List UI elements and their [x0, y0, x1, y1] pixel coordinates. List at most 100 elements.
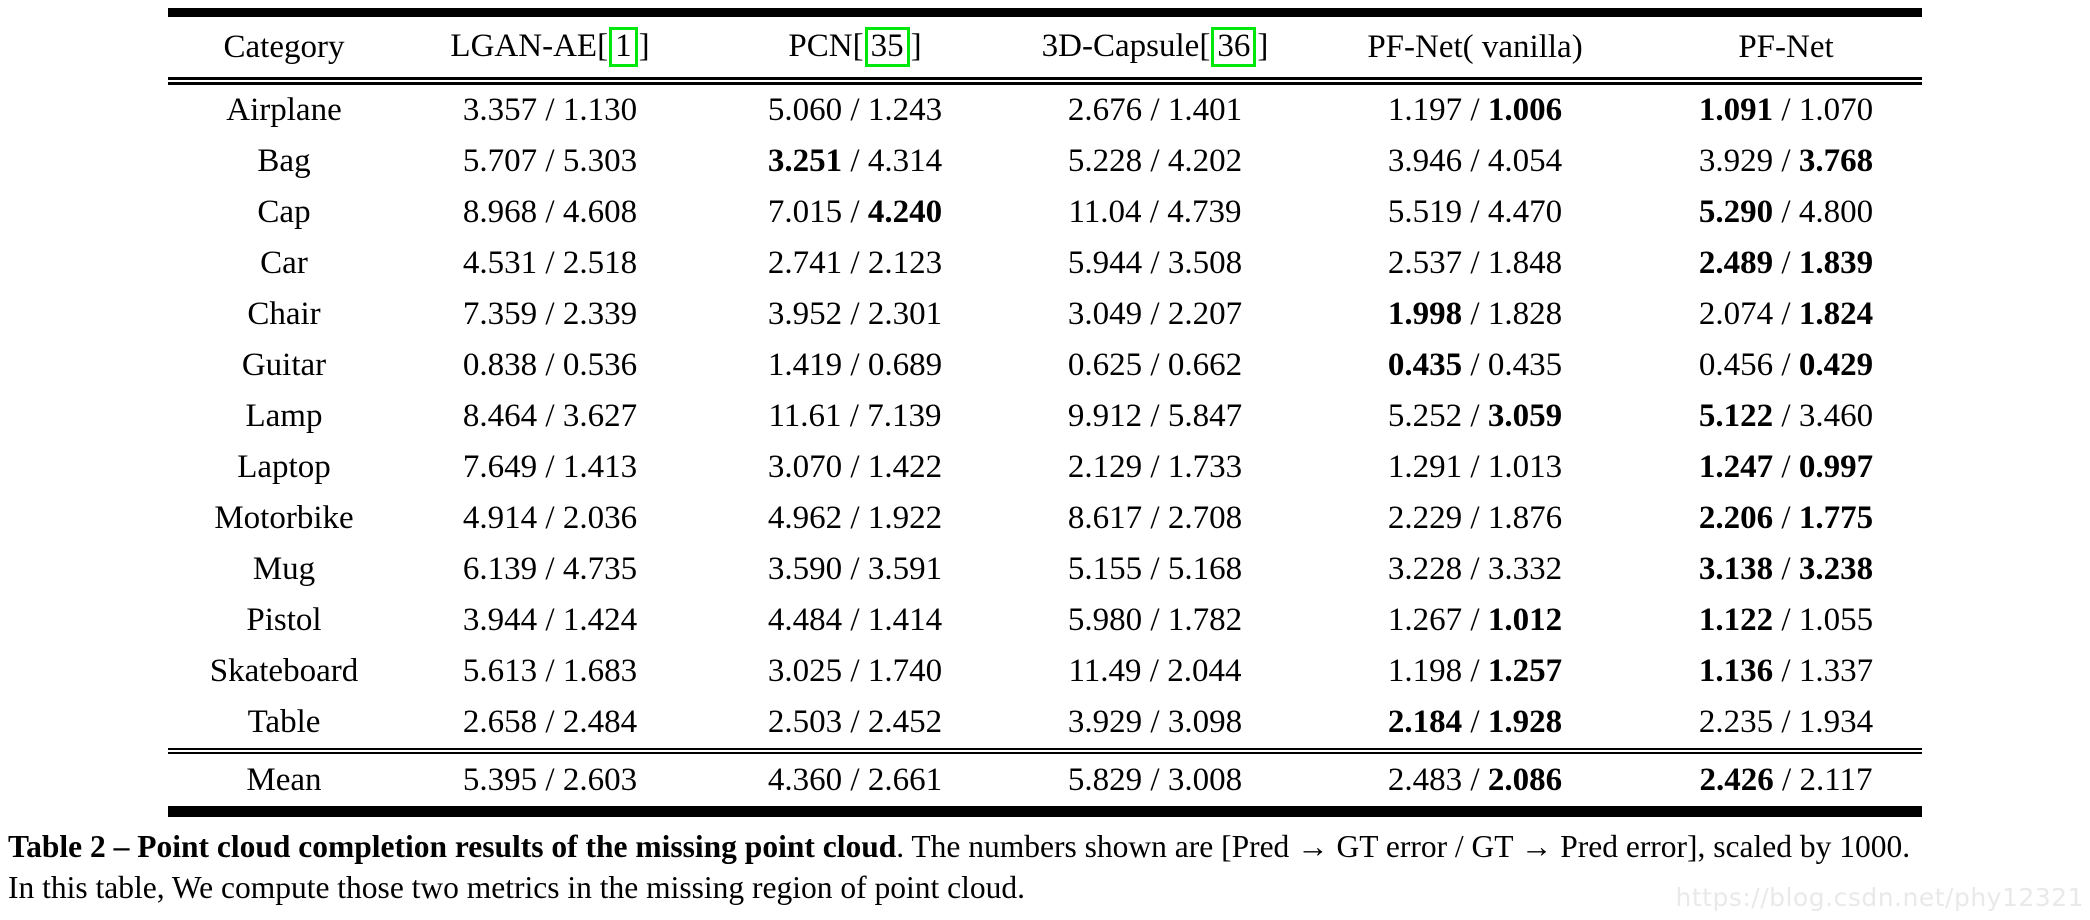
metric-cell: 6.139 / 4.735	[462, 551, 638, 587]
pred-to-gt-value: 0.625	[1067, 347, 1143, 383]
metric-cell: 2.676 / 1.401	[1067, 92, 1243, 128]
metric-cell: 7.649 / 1.413	[462, 449, 638, 485]
metric-cell: 7.015 / 4.240	[767, 194, 943, 230]
table-row-mean: Mean 5.395 / 2.603 4.360 / 2.661 5.829 / 3.…	[168, 748, 1922, 812]
pred-to-gt-value: 4.914	[462, 500, 538, 536]
metric-cell: 1.122 / 1.055	[1698, 602, 1874, 638]
metric-cell: 4.360 / 2.661	[700, 748, 1010, 812]
gt-to-pred-value: 3.460	[1798, 398, 1874, 434]
gt-to-pred-value: 3.098	[1167, 704, 1243, 740]
metric-cell: 2.503 / 2.452	[767, 704, 943, 740]
pred-to-gt-value: 4.531	[462, 245, 538, 281]
gt-to-pred-value: 4.314	[867, 143, 943, 179]
pred-to-gt-value: 5.228	[1067, 143, 1143, 179]
citation-link[interactable]: 35	[864, 26, 910, 68]
pred-to-gt-value: 5.980	[1067, 602, 1143, 638]
pred-to-gt-value: 5.613	[462, 653, 538, 689]
gt-to-pred-value: 2.339	[562, 296, 638, 332]
gt-to-pred-value: 3.332	[1487, 551, 1563, 587]
gt-to-pred-value: 0.429	[1798, 347, 1874, 383]
pred-to-gt-value: 5.829	[1067, 761, 1143, 798]
gt-to-pred-value: 1.337	[1798, 653, 1874, 689]
pred-to-gt-value: 3.357	[462, 92, 538, 128]
gt-to-pred-value: 2.484	[562, 704, 638, 740]
metric-cell: 3.251 / 4.314	[767, 143, 943, 179]
pred-to-gt-value: 0.456	[1698, 347, 1774, 383]
column-header: PCN[35]	[700, 12, 1010, 85]
gt-to-pred-value: 1.012	[1487, 602, 1563, 638]
gt-to-pred-value: 1.243	[867, 92, 943, 128]
metric-cell: 3.590 / 3.591	[767, 551, 943, 587]
gt-to-pred-value: 1.401	[1167, 92, 1243, 128]
metric-cell: 1.267 / 1.012	[1387, 602, 1563, 638]
row-category: Chair	[247, 296, 321, 332]
metric-cell: 1.136 / 1.337	[1698, 653, 1874, 689]
metric-cell: 5.228 / 4.202	[1067, 143, 1243, 179]
metric-cell: 2.741 / 2.123	[767, 245, 943, 281]
metric-cell: 0.456 / 0.429	[1698, 347, 1874, 383]
pred-to-gt-value: 5.290	[1698, 194, 1774, 230]
metric-cell: 5.613 / 1.683	[462, 653, 638, 689]
pred-to-gt-value: 3.228	[1387, 551, 1463, 587]
metric-cell: 5.155 / 5.168	[1067, 551, 1243, 587]
gt-to-pred-value: 1.782	[1167, 602, 1243, 638]
pred-to-gt-value: 8.968	[462, 194, 538, 230]
pred-to-gt-value: 3.929	[1067, 704, 1143, 740]
table-row: Mug 6.139 / 4.735 3.590 / 3.591 5.155 / 5.1…	[168, 544, 1922, 595]
gt-to-pred-value: 2.603	[562, 761, 638, 798]
table-row: Car 4.531 / 2.518 2.741 / 2.123 5.944 / 3.5…	[168, 238, 1922, 289]
table-row: Laptop 7.649 / 1.413 3.070 / 1.422 2.129 / …	[168, 442, 1922, 493]
metric-cell: 3.929 / 3.098	[1067, 704, 1243, 740]
gt-to-pred-value: 1.130	[562, 92, 638, 128]
row-category: Table	[247, 704, 321, 740]
metric-cell: 2.074 / 1.824	[1698, 296, 1874, 332]
table-row: Airplane 3.357 / 1.130 5.060 / 1.243 2.676 …	[168, 81, 1922, 136]
metric-cell: 2.483 / 2.086	[1300, 748, 1650, 812]
metric-cell: 8.968 / 4.608	[462, 194, 638, 230]
gt-to-pred-value: 2.661	[867, 761, 943, 798]
citation-link[interactable]: 1	[609, 26, 638, 68]
pred-to-gt-value: 5.519	[1387, 194, 1463, 230]
pred-to-gt-value: 3.590	[767, 551, 843, 587]
table-row: Cap 8.968 / 4.608 7.015 / 4.240 11.04 / 4.7…	[168, 187, 1922, 238]
pred-to-gt-value: 0.435	[1387, 347, 1463, 383]
table-row: Skateboard 5.613 / 1.683 3.025 / 1.740 11.4…	[168, 646, 1922, 697]
pred-to-gt-value: 1.197	[1387, 92, 1463, 128]
metric-cell: 2.184 / 1.928	[1387, 704, 1563, 740]
pred-to-gt-value: 7.015	[767, 194, 843, 230]
table-row: Chair 7.359 / 2.339 3.952 / 2.301 3.049 / 2…	[168, 289, 1922, 340]
metric-cell: 5.944 / 3.508	[1067, 245, 1243, 281]
row-category: Bag	[257, 143, 311, 179]
pred-to-gt-value: 1.198	[1387, 653, 1463, 689]
metric-cell: 1.197 / 1.006	[1387, 92, 1563, 128]
gt-to-pred-value: 2.708	[1167, 500, 1243, 536]
pred-to-gt-value: 1.136	[1698, 653, 1774, 689]
pred-to-gt-value: 1.291	[1387, 449, 1463, 485]
gt-to-pred-value: 2.207	[1167, 296, 1243, 332]
metric-cell: 1.247 / 0.997	[1698, 449, 1874, 485]
metric-cell: 3.944 / 1.424	[462, 602, 638, 638]
gt-to-pred-value: 0.997	[1798, 449, 1874, 485]
metric-cell: 4.914 / 2.036	[462, 500, 638, 536]
caption-text-2: In this table, We compute those two metr…	[8, 870, 1025, 905]
metric-cell: 5.980 / 1.782	[1067, 602, 1243, 638]
metric-cell: 0.435 / 0.435	[1387, 347, 1563, 383]
metric-cell: 11.49 / 2.044	[1068, 653, 1242, 689]
pred-to-gt-value: 3.070	[767, 449, 843, 485]
pred-to-gt-value: 2.129	[1067, 449, 1143, 485]
metric-cell: 1.198 / 1.257	[1387, 653, 1563, 689]
gt-to-pred-value: 3.508	[1167, 245, 1243, 281]
watermark: https://blog.csdn.net/phy12321	[1675, 883, 2084, 912]
pred-to-gt-value: 3.138	[1698, 551, 1774, 587]
table-row: Table 2.658 / 2.484 2.503 / 2.452 3.929 / 3…	[168, 697, 1922, 751]
citation-link[interactable]: 36	[1211, 26, 1257, 68]
pred-to-gt-value: 8.617	[1067, 500, 1143, 536]
gt-to-pred-value: 1.055	[1798, 602, 1874, 638]
table-body: Airplane 3.357 / 1.130 5.060 / 1.243 2.676 …	[168, 81, 1922, 812]
gt-to-pred-value: 1.828	[1487, 296, 1563, 332]
pred-to-gt-value: 3.946	[1387, 143, 1463, 179]
metric-cell: 2.206 / 1.775	[1698, 500, 1874, 536]
metric-cell: 3.228 / 3.332	[1387, 551, 1563, 587]
gt-to-pred-value: 3.768	[1798, 143, 1874, 179]
gt-to-pred-value: 1.740	[867, 653, 943, 689]
